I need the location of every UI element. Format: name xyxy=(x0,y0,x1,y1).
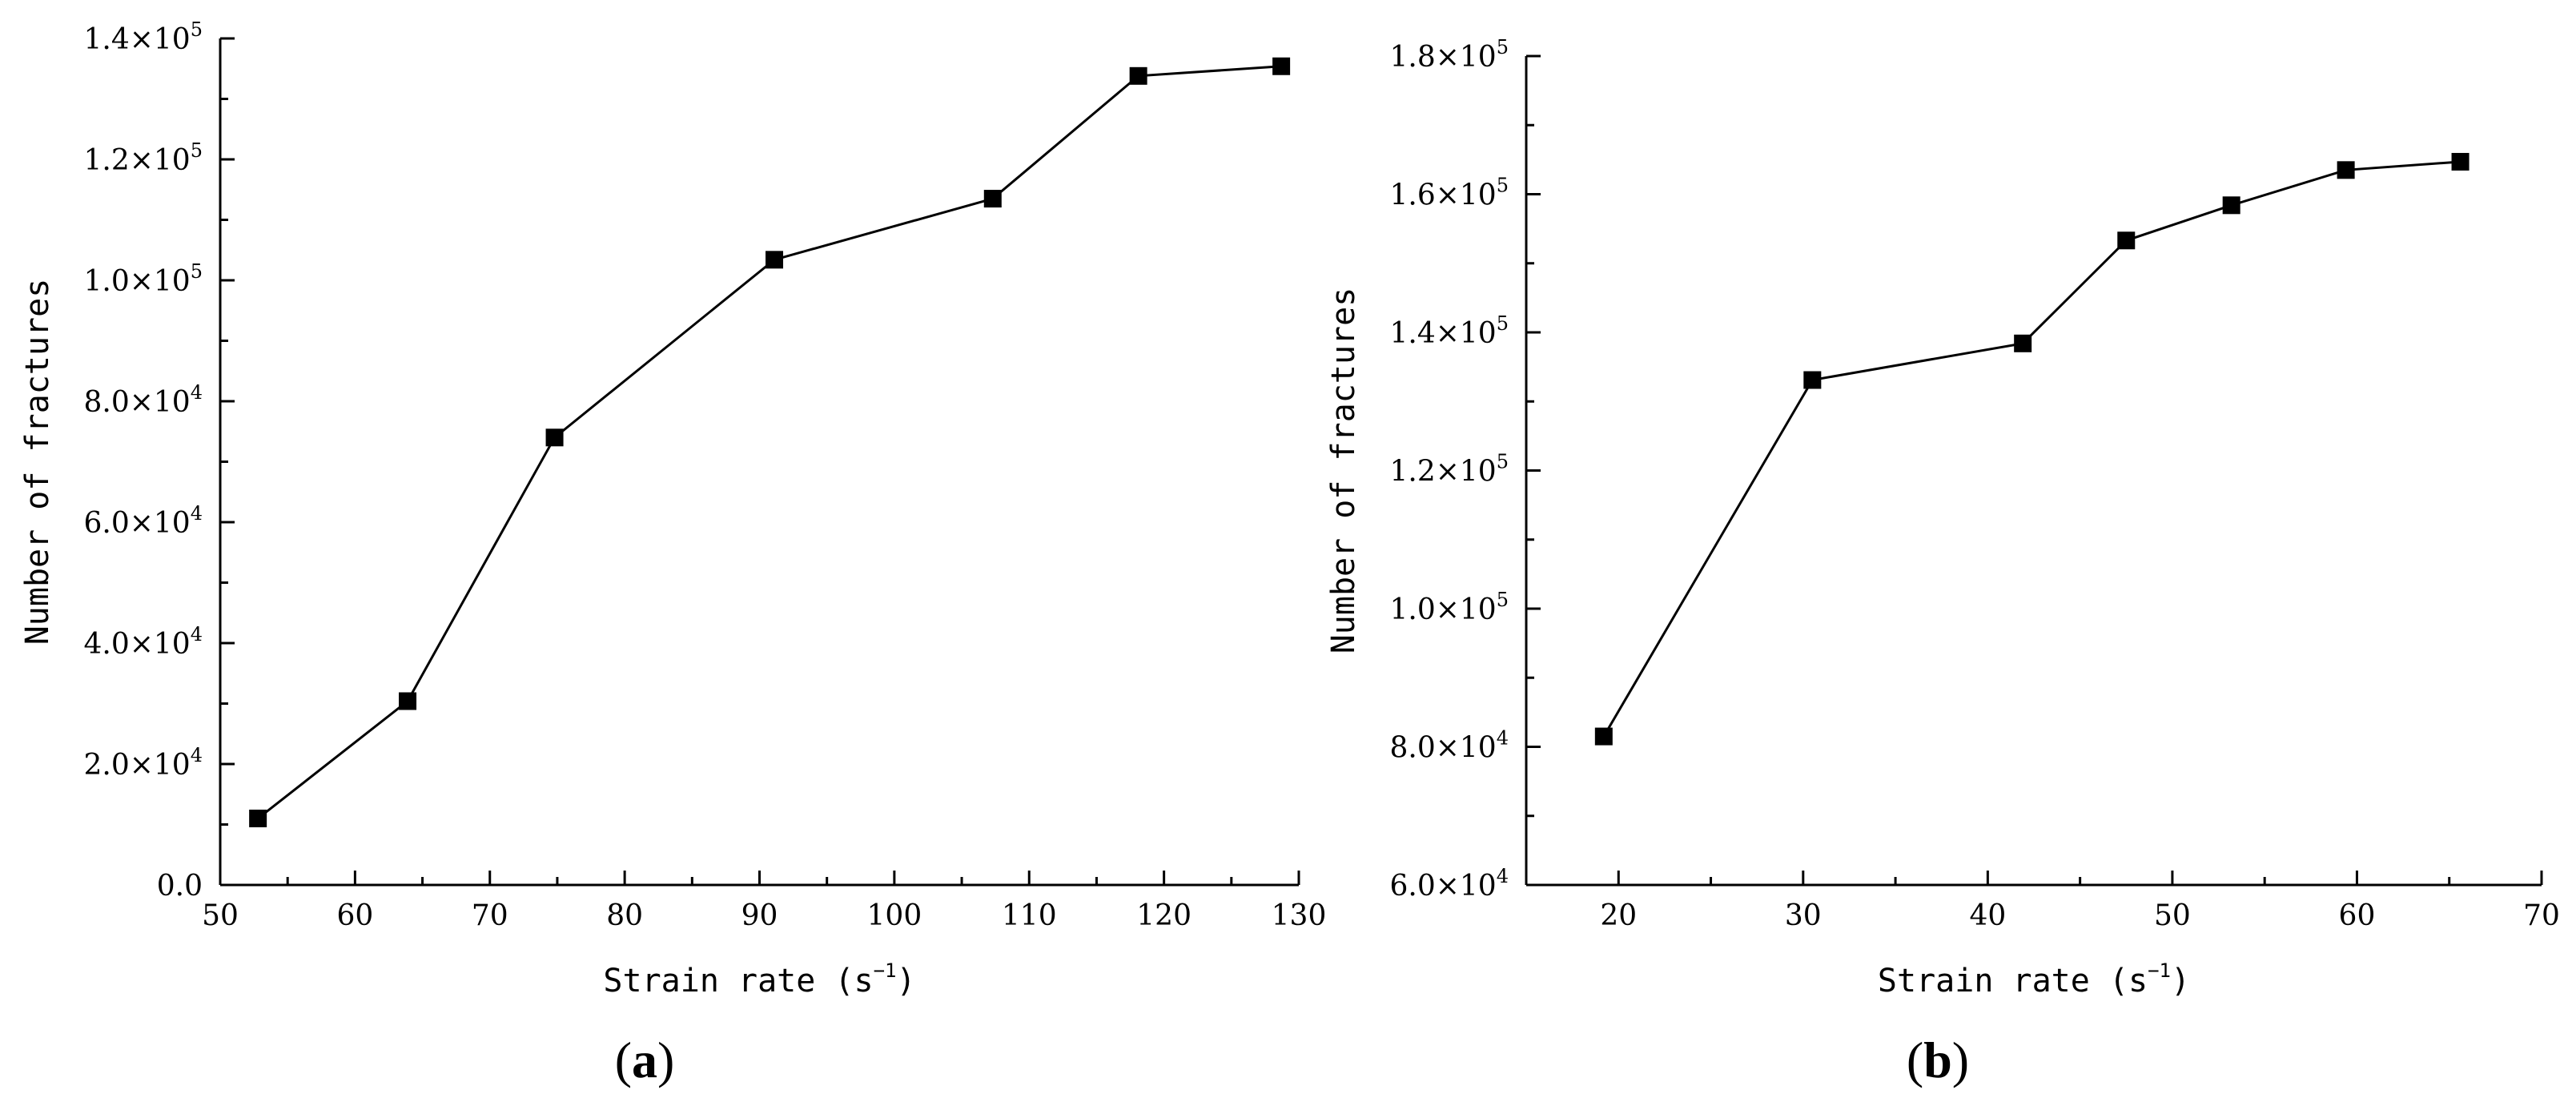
x-axis-title: Strain rate (s−1) xyxy=(603,959,915,999)
y-tick-label: 1.2×105 xyxy=(83,139,203,177)
x-tick-label: 120 xyxy=(1136,899,1192,932)
y-tick-label: 8.0×104 xyxy=(1389,727,1509,765)
data-point-marker xyxy=(1272,57,1291,75)
y-axis-title: Number of fractures xyxy=(1325,288,1362,654)
data-point-marker xyxy=(399,692,417,710)
y-tick-label: 1.4×105 xyxy=(1389,312,1509,350)
data-point-marker xyxy=(545,428,564,447)
x-tick-label: 80 xyxy=(606,899,643,932)
series-line xyxy=(1602,160,2461,738)
data-point-marker xyxy=(2337,161,2355,179)
y-tick-label: 1.0×105 xyxy=(1389,589,1509,626)
data-point-marker xyxy=(766,251,784,269)
y-tick-label: 4.0×104 xyxy=(83,623,203,661)
chart-panel-b: 6.0×104 8.0×104 1.0×105 1.2×105 1.4×105 1.6×1… xyxy=(1325,36,2560,1088)
panel-label: (b) xyxy=(1907,1032,1969,1088)
x-tick-label: 60 xyxy=(336,899,373,932)
data-point-marker xyxy=(1594,727,1613,746)
x-tick-label: 40 xyxy=(1969,899,2006,932)
data-point-marker xyxy=(983,190,1002,208)
y-tick-label: 1.2×105 xyxy=(1389,451,1509,489)
y-tick-label: 6.0×104 xyxy=(1389,865,1509,903)
y-tick-label: 1.0×105 xyxy=(83,260,203,298)
data-point-marker xyxy=(2117,231,2136,250)
y-tick-label: 1.8×105 xyxy=(1389,36,1509,74)
x-tick-label: 20 xyxy=(1600,899,1637,932)
y-tick-label: 2.0×104 xyxy=(83,744,203,782)
data-point-marker xyxy=(2014,334,2032,352)
data-point-marker xyxy=(249,809,267,827)
x-axis-title: Strain rate (s−1) xyxy=(1878,959,2190,999)
x-tick-label: 30 xyxy=(1785,899,1822,932)
y-axis-title: Number of fractures xyxy=(19,279,56,646)
data-point-marker xyxy=(1129,66,1147,85)
x-tick-label: 70 xyxy=(2523,899,2560,932)
x-tick-label: 110 xyxy=(1002,899,1057,932)
y-tick-label: 1.4×105 xyxy=(83,18,203,56)
chart-panel-a: 0.0 2.0×104 4.0×104 6.0×104 8.0×104 1.0×105 1.… xyxy=(19,18,1326,1088)
y-tick-label: 8.0×104 xyxy=(83,381,203,419)
panel-label: (a) xyxy=(615,1032,675,1088)
x-tick-label: 130 xyxy=(1272,899,1327,932)
x-tick-label: 50 xyxy=(2154,899,2191,932)
x-tick-label: 100 xyxy=(867,899,922,932)
x-tick-label: 70 xyxy=(472,899,508,932)
data-point-marker xyxy=(2451,152,2470,171)
x-tick-label: 90 xyxy=(741,899,778,932)
y-tick-label: 1.6×105 xyxy=(1389,175,1509,212)
x-tick-label: 60 xyxy=(2339,899,2376,932)
x-tick-label: 50 xyxy=(202,899,239,932)
data-point-marker xyxy=(2222,196,2240,215)
y-tick-label: 0.0 xyxy=(157,870,203,903)
y-tick-label: 6.0×104 xyxy=(83,502,203,540)
data-point-marker xyxy=(1803,371,1822,389)
